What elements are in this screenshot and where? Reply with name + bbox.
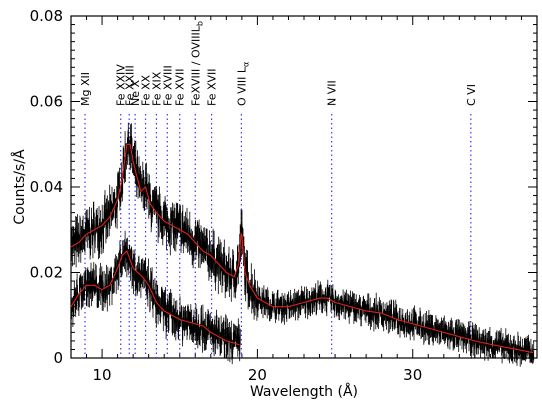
line-id-label: Fe XX: [140, 74, 153, 106]
x-tick-label: 10: [93, 366, 112, 384]
line-id-label: Fe XVIII: [161, 65, 174, 106]
line-id-label: Fe XVII: [206, 68, 219, 106]
x-tick-label: 30: [403, 366, 422, 384]
y-tick-label: 0.08: [30, 7, 63, 25]
y-tick-label: 0.04: [30, 178, 63, 196]
line-id-label: FeXVIII / OVIIILb: [189, 21, 204, 106]
line-id-label: Fe XIX: [150, 71, 163, 106]
axes: 10 20 30 0 0.02 0.04 0.06 0.08: [30, 7, 538, 384]
line-id-label: Mg XII: [79, 72, 92, 106]
model-curve: [70, 143, 534, 354]
y-axis-label: Counts/s/Å: [11, 149, 28, 225]
spectrum-series: [70, 122, 535, 367]
y-tick-label: 0: [53, 349, 63, 367]
line-id-label: Fe XXIII: [123, 65, 136, 106]
x-axis-label: Wavelength (Å): [250, 383, 358, 400]
line-id-label: C VI: [465, 84, 478, 106]
x-tick-label: 20: [248, 366, 267, 384]
line-id-label: N VII: [326, 80, 339, 106]
y-tick-label: 0.06: [30, 93, 63, 111]
y-tick-label: 0.02: [30, 264, 63, 282]
line-id-label: Fe XVII: [174, 68, 187, 106]
model-curve: [70, 250, 240, 346]
observed-spectrum: [70, 240, 241, 356]
line-id-label: Fe XXIV: [115, 64, 128, 106]
line-id-label: O VIII Lα: [235, 62, 250, 106]
observed-errorbars: [70, 122, 535, 367]
observed-spectrum: [70, 129, 535, 359]
line-id-label: Ne X: [129, 80, 142, 106]
